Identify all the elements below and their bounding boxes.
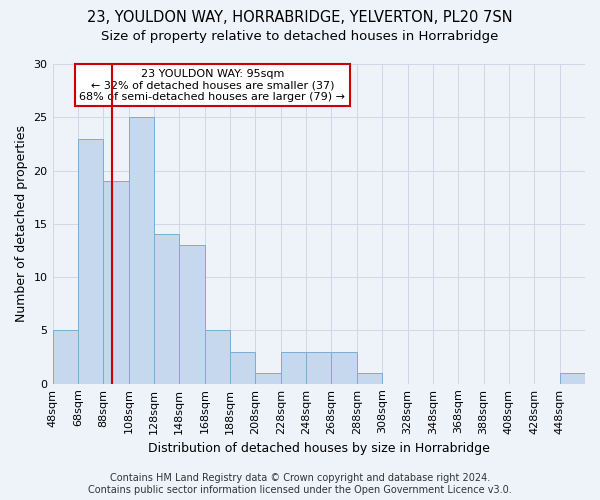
Bar: [103, 181, 128, 384]
Bar: [560, 373, 585, 384]
Bar: [154, 234, 179, 384]
Bar: [281, 352, 306, 384]
X-axis label: Distribution of detached houses by size in Horrabridge: Distribution of detached houses by size …: [148, 442, 490, 455]
Bar: [357, 373, 382, 384]
Y-axis label: Number of detached properties: Number of detached properties: [15, 126, 28, 322]
Bar: [53, 330, 78, 384]
Bar: [306, 352, 331, 384]
Bar: [230, 352, 256, 384]
Bar: [331, 352, 357, 384]
Bar: [256, 373, 281, 384]
Text: Size of property relative to detached houses in Horrabridge: Size of property relative to detached ho…: [101, 30, 499, 43]
Text: 23 YOULDON WAY: 95sqm
← 32% of detached houses are smaller (37)
68% of semi-deta: 23 YOULDON WAY: 95sqm ← 32% of detached …: [79, 69, 345, 102]
Bar: [205, 330, 230, 384]
Bar: [179, 245, 205, 384]
Text: Contains HM Land Registry data © Crown copyright and database right 2024.
Contai: Contains HM Land Registry data © Crown c…: [88, 474, 512, 495]
Text: 23, YOULDON WAY, HORRABRIDGE, YELVERTON, PL20 7SN: 23, YOULDON WAY, HORRABRIDGE, YELVERTON,…: [87, 10, 513, 25]
Bar: [128, 118, 154, 384]
Bar: [78, 138, 103, 384]
